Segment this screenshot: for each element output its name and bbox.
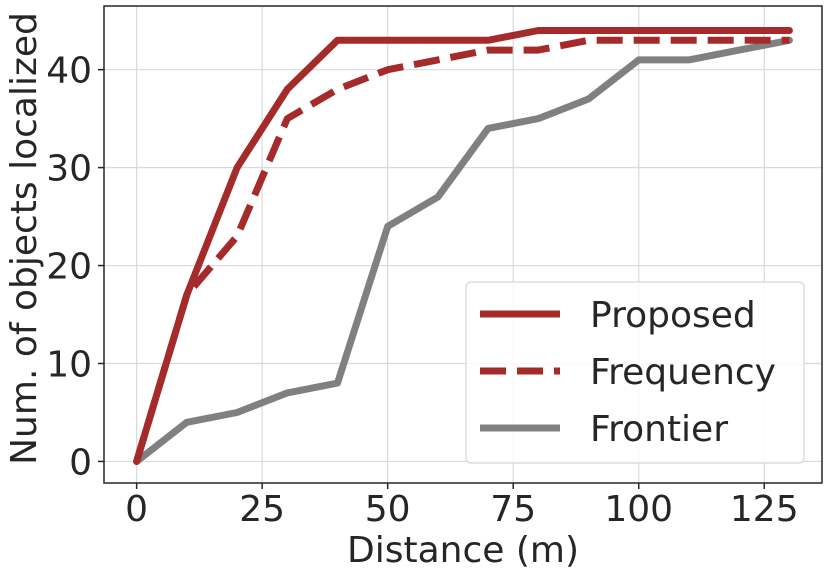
plot-frame	[103, 5, 823, 484]
legend: Proposed Frequency Frontier	[465, 281, 805, 464]
y-tick-label: 10	[46, 345, 92, 386]
legend-box	[465, 281, 805, 464]
y-axis-label: Num. of objects localized	[4, 12, 45, 465]
ticks: 0 25 50 75 100 125 0 10 20 30 40	[46, 51, 798, 530]
y-tick-label: 40	[46, 51, 92, 92]
y-tick-label: 20	[46, 247, 92, 288]
x-axis-label: Distance (m)	[347, 530, 579, 571]
series-line-frontier	[133, 36, 793, 465]
series-lines	[133, 27, 793, 465]
y-tick-label: 30	[46, 149, 92, 190]
legend-label-proposed: Proposed	[590, 295, 756, 336]
x-tick-label: 125	[730, 489, 799, 530]
series-line-proposed	[133, 27, 793, 465]
grid	[104, 6, 822, 483]
x-tick-label: 0	[125, 489, 148, 530]
x-tick-label: 100	[604, 489, 673, 530]
x-tick-label: 25	[239, 489, 285, 530]
legend-label-frequency: Frequency	[590, 352, 776, 393]
x-tick-label: 75	[490, 489, 536, 530]
y-tick-label: 0	[69, 442, 92, 483]
legend-label-frontier: Frontier	[590, 409, 728, 450]
series-line-frequency	[133, 36, 790, 463]
x-tick-label: 50	[365, 489, 411, 530]
